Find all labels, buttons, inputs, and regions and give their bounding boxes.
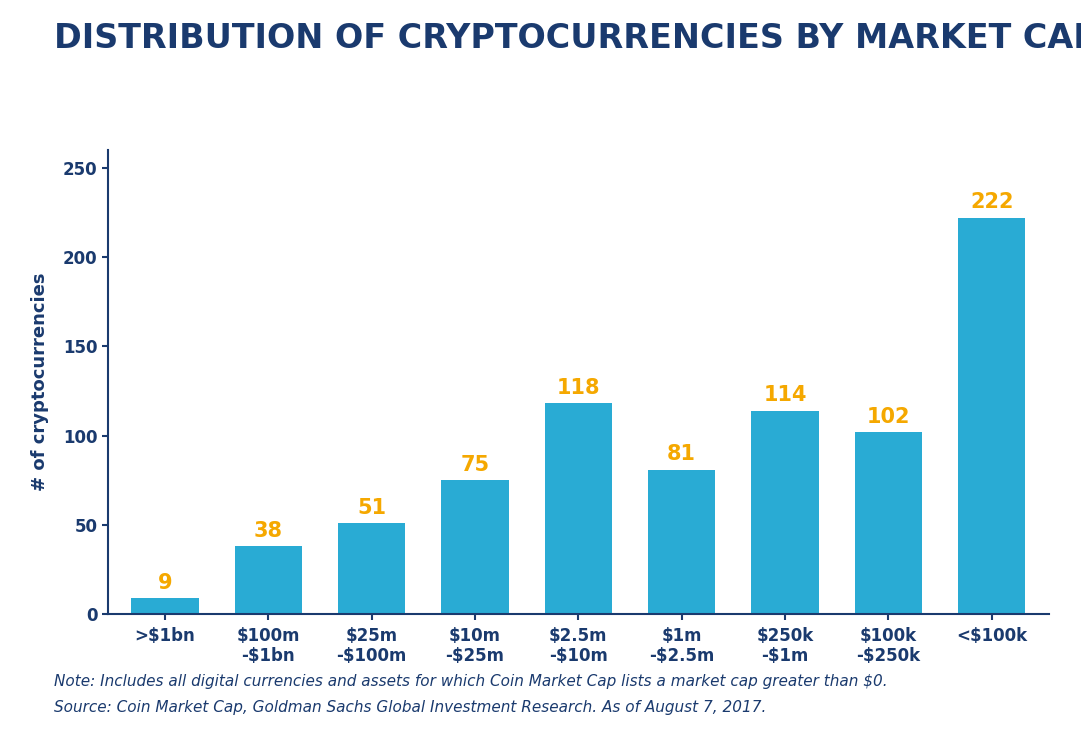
Text: 114: 114 <box>763 385 806 405</box>
Bar <box>132 598 199 614</box>
Text: Source: Coin Market Cap, Goldman Sachs Global Investment Research. As of August : Source: Coin Market Cap, Goldman Sachs G… <box>54 700 766 715</box>
Text: 118: 118 <box>557 378 600 398</box>
Text: Note: Includes all digital currencies and assets for which Coin Market Cap lists: Note: Includes all digital currencies an… <box>54 674 888 689</box>
Text: 9: 9 <box>158 573 172 592</box>
Bar <box>649 470 716 614</box>
Bar <box>235 546 302 614</box>
Bar <box>751 410 818 614</box>
Text: 81: 81 <box>667 444 696 464</box>
Text: 38: 38 <box>254 521 283 541</box>
Text: 102: 102 <box>867 407 910 427</box>
Text: DISTRIBUTION OF CRYPTOCURRENCIES BY MARKET CAP: DISTRIBUTION OF CRYPTOCURRENCIES BY MARK… <box>54 22 1081 55</box>
Text: 51: 51 <box>357 498 386 518</box>
Y-axis label: # of cryptocurrencies: # of cryptocurrencies <box>31 273 49 491</box>
Text: 222: 222 <box>970 192 1014 212</box>
Bar <box>441 480 508 614</box>
Bar <box>338 523 405 614</box>
Bar <box>958 218 1025 614</box>
Bar <box>855 432 922 614</box>
Bar <box>545 404 612 614</box>
Text: 75: 75 <box>461 455 490 475</box>
